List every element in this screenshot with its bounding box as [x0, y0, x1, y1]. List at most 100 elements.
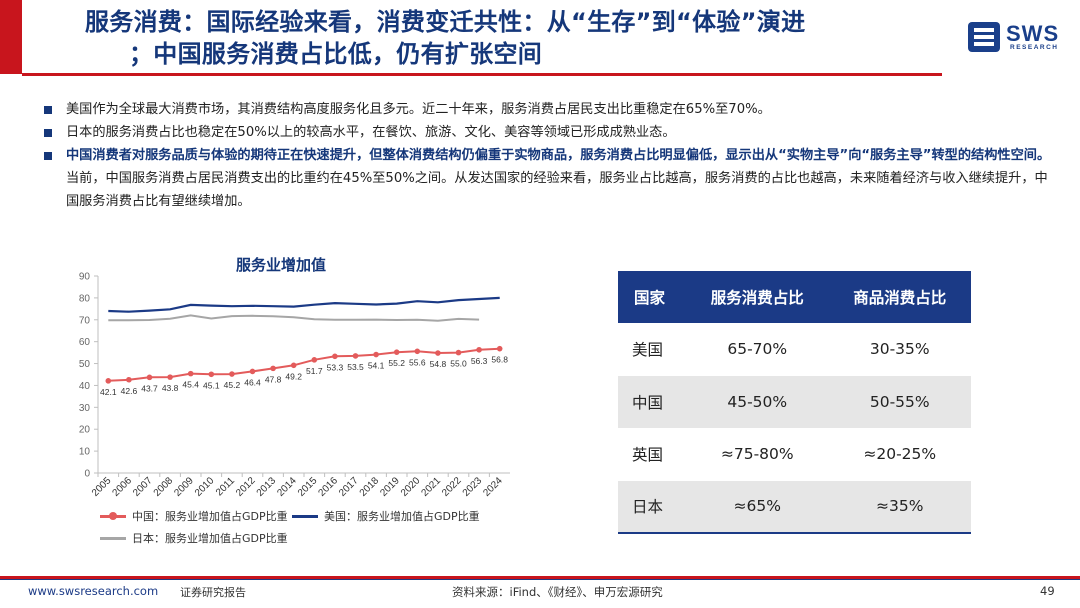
x-tick-label: 2019: [378, 475, 402, 499]
y-tick-label: 0: [84, 469, 90, 480]
legend-label-japan: 日本：服务业增加值占GDP比重: [132, 532, 288, 545]
table-header-cell: 服务消费占比: [686, 271, 829, 323]
x-tick-label: 2007: [131, 475, 155, 499]
data-point-china: [126, 376, 132, 383]
legend-swatch-china: [100, 511, 126, 520]
table-row: 美国 65-70% 30-35%: [618, 323, 971, 376]
x-tick-label: 2006: [111, 475, 135, 499]
header-title-box: [22, 0, 942, 76]
data-label-china: 45.1: [203, 380, 220, 390]
bullet-item: 美国作为全球最大消费市场，其消费结构高度服务化且多元。近二十年来，服务消费占居民…: [42, 98, 1052, 121]
data-label-china: 54.8: [430, 359, 447, 369]
data-point-china: [290, 362, 297, 369]
table-header-row: 国家 服务消费占比 商品消费占比: [618, 271, 971, 323]
series-line-japan: [108, 314, 480, 322]
x-tick-label: 2015: [296, 475, 320, 499]
x-tick-label: 2009: [172, 475, 196, 499]
x-tick-label: 2010: [193, 475, 217, 499]
y-tick-label: 10: [79, 447, 91, 458]
legend-label-usa: 美国：服务业增加值占GDP比重: [324, 510, 480, 523]
sws-logo-icon: [968, 22, 1000, 52]
x-tick-label: 2016: [317, 475, 341, 499]
legend-item-japan: 日本：服务业增加值占GDP比重: [100, 530, 288, 546]
data-point-china: [496, 345, 503, 352]
bullet-list: 美国作为全球最大消费市场，其消费结构高度服务化且多元。近二十年来，服务消费占居民…: [42, 98, 1052, 213]
bullet-square-icon: [44, 106, 52, 114]
table-row: 中国 45-50% 50-55%: [618, 375, 971, 428]
data-point-china: [167, 374, 173, 380]
data-label-china: 49.2: [285, 371, 302, 381]
data-point-china: [352, 353, 359, 359]
bullet-item: 中国消费者对服务品质与体验的期待正在快速提升，但整体消费结构仍偏重于实物商品，服…: [42, 144, 1052, 213]
data-point-china: [249, 368, 256, 375]
bullet-text: 日本的服务消费占比也稳定在50%以上的较高水平，在餐饮、旅游、文化、美容等领域已…: [66, 125, 676, 140]
table-cell-goods: ≈20-25%: [863, 445, 937, 464]
legend-swatch-japan: [100, 536, 126, 540]
data-label-china: 51.7: [306, 366, 323, 376]
footer-page-number: 49: [1040, 584, 1055, 598]
legend-item-china: 中国：服务业增加值占GDP比重: [100, 508, 288, 524]
bullet-text: 美国作为全球最大消费市场，其消费结构高度服务化且多元。近二十年来，服务消费占居民…: [66, 102, 771, 117]
table-cell-country: 中国: [618, 375, 686, 428]
x-tick-label: 2022: [440, 475, 464, 499]
footer-report-type: 证券研究报告: [180, 586, 246, 599]
data-point-china: [311, 357, 318, 363]
table-row: 日本 ≈65% ≈35%: [618, 480, 971, 534]
data-label-china: 42.6: [121, 386, 138, 396]
data-point-china: [105, 378, 112, 384]
line-chart: 0102030405060708090200520062007200820092…: [79, 272, 510, 499]
table-cell-service: 45-50%: [686, 375, 829, 428]
table-cell-service: ≈65%: [686, 480, 829, 534]
bullet-square-icon: [44, 152, 52, 160]
data-label-china: 55.0: [450, 359, 467, 369]
data-label-china: 45.4: [182, 380, 199, 390]
legend-label-china: 中国：服务业增加值占GDP比重: [132, 510, 288, 523]
x-tick-label: 2011: [214, 475, 237, 498]
chart-title: 服务业增加值: [236, 256, 327, 274]
x-tick-label: 2012: [234, 475, 258, 499]
x-tick-label: 2021: [420, 475, 444, 499]
bullet-square-icon: [44, 129, 52, 137]
data-label-china: 56.3: [471, 356, 488, 366]
data-label-china: 55.6: [409, 357, 426, 367]
data-point-china: [229, 371, 235, 377]
data-label-china: 55.2: [388, 358, 405, 368]
series-line-china: [108, 347, 500, 382]
footer-website-link[interactable]: www.swsresearch.com: [28, 584, 159, 598]
table-cell-goods: 50-55%: [828, 375, 971, 428]
y-tick-label: 30: [79, 403, 91, 414]
data-point-china: [373, 351, 379, 358]
table-header-cell: 国家: [618, 271, 686, 323]
data-label-china: 54.1: [368, 361, 385, 371]
y-tick-label: 60: [79, 337, 91, 348]
table-cell-service: 65-70%: [727, 340, 788, 359]
data-label-china: 43.8: [162, 383, 179, 393]
x-tick-label: 2017: [337, 475, 361, 499]
x-tick-label: 2018: [358, 475, 382, 499]
bullet-item: 日本的服务消费占比也稳定在50%以上的较高水平，在餐饮、旅游、文化、美容等领域已…: [42, 121, 1052, 144]
data-label-china: 47.8: [265, 374, 282, 384]
table-cell-country: 英国: [632, 446, 664, 465]
y-tick-label: 70: [79, 315, 91, 326]
data-point-china: [208, 371, 215, 378]
table-row: 英国 ≈75-80% ≈20-25%: [618, 428, 971, 481]
bullet-text-emphasis: 中国消费者对服务品质与体验的期待正在快速提升，但整体消费结构仍偏重于实物商品，服…: [66, 148, 1051, 163]
x-tick-label: 2023: [461, 475, 485, 499]
logo-subtext: RESEARCH: [1010, 44, 1059, 51]
table-cell-service: ≈75-80%: [720, 445, 794, 464]
y-tick-label: 80: [79, 293, 91, 304]
table-cell-goods: ≈35%: [828, 480, 971, 534]
page-title-line1: 服务消费：国际经验来看，消费变迁共性：从“生存”到“体验”演进: [85, 8, 806, 36]
table-cell-country: 美国: [632, 341, 664, 360]
page-title-line2: ；中国服务消费占比低，仍有扩张空间: [129, 40, 543, 68]
legend-item-usa: 美国：服务业增加值占GDP比重: [292, 508, 480, 524]
data-point-china: [455, 349, 462, 356]
data-point-china: [476, 346, 482, 353]
y-tick-label: 50: [79, 359, 91, 370]
data-point-china: [414, 348, 421, 355]
data-point-china: [332, 353, 338, 360]
x-tick-label: 2020: [399, 475, 423, 499]
legend-swatch-usa: [292, 514, 318, 518]
footer-divider-blue: [0, 579, 1080, 580]
data-label-china: 56.8: [491, 355, 508, 365]
